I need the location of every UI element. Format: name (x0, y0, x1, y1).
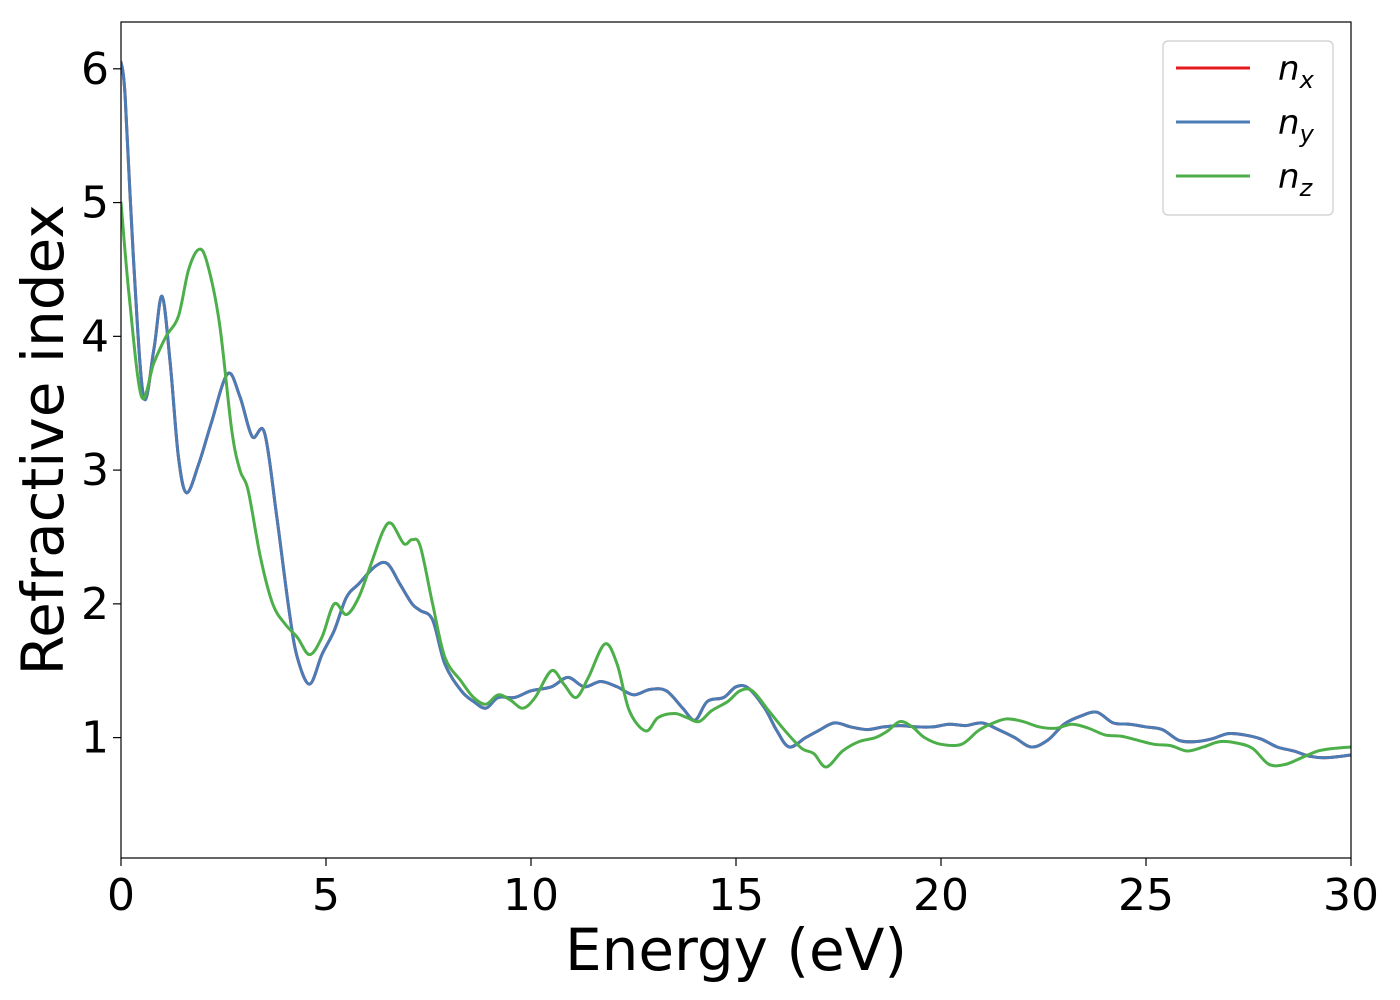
x-axis-label: Energy (eV) (565, 916, 907, 984)
y-tick-label: 3 (81, 445, 109, 496)
plot-lines (121, 60, 1351, 769)
x-axis: 0 5 10 15 20 25 30 (107, 858, 1379, 921)
x-tick-label: 20 (913, 870, 969, 921)
x-tick-label: 15 (708, 870, 764, 921)
x-tick-label: 5 (312, 870, 340, 921)
y-tick-label: 2 (81, 579, 109, 630)
y-tick-label: 6 (81, 44, 109, 95)
y-tick-label: 5 (81, 178, 109, 229)
x-tick-label: 0 (107, 870, 135, 921)
y-axis-label: Refractive index (9, 204, 77, 675)
x-tick-label: 10 (503, 870, 559, 921)
x-tick-label: 25 (1118, 870, 1174, 921)
series-line-ny (121, 60, 1351, 760)
y-tick-label: 4 (81, 311, 109, 362)
y-axis: 1 2 3 4 5 6 (81, 44, 121, 764)
legend-box (1162, 40, 1334, 216)
y-tick-label: 1 (81, 713, 109, 764)
x-tick-label: 30 (1323, 870, 1379, 921)
series-line-nz (121, 201, 1351, 769)
